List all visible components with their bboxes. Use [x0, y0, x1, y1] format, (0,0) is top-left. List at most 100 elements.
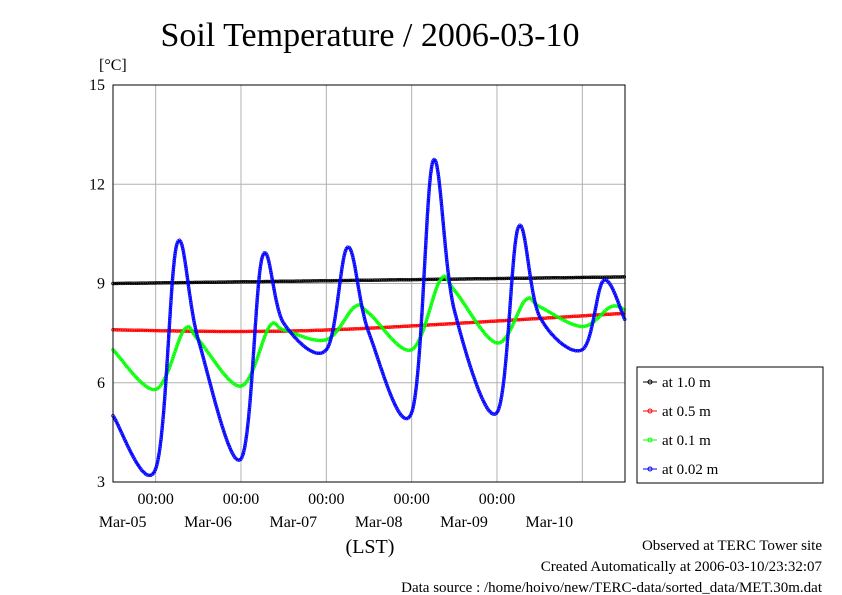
- data-point: [209, 387, 214, 391]
- data-point: [337, 287, 341, 292]
- data-point: [474, 382, 479, 387]
- data-point: [509, 285, 514, 290]
- data-point: [444, 250, 448, 255]
- data-point: [158, 445, 162, 449]
- data-point: [257, 270, 262, 274]
- data-point: [221, 427, 225, 431]
- data-point: [503, 369, 507, 373]
- data-point: [156, 457, 160, 462]
- data-point: [281, 327, 286, 332]
- data-point: [122, 328, 126, 332]
- data-point: [172, 258, 176, 263]
- data-point: [428, 175, 433, 179]
- data-point: [254, 317, 258, 321]
- data-point: [170, 280, 175, 285]
- data-point: [436, 171, 440, 175]
- data-point: [597, 290, 601, 295]
- data-point: [153, 468, 158, 472]
- data-point: [341, 257, 346, 261]
- data-point: [206, 374, 211, 379]
- data-point: [120, 328, 124, 332]
- data-point: [187, 289, 192, 294]
- data-point: [200, 351, 204, 356]
- data-point: [327, 341, 332, 345]
- data-point: [357, 289, 361, 294]
- data-point: [334, 305, 339, 310]
- data-point: [154, 281, 159, 285]
- data-point: [530, 285, 534, 289]
- data-point: [271, 285, 276, 289]
- data-point: [427, 189, 431, 194]
- data-point: [253, 328, 257, 332]
- data-point: [165, 365, 169, 370]
- data-point: [170, 287, 174, 292]
- series-at-0-02-m: [111, 157, 627, 478]
- data-point: [333, 316, 337, 320]
- data-point: [307, 328, 311, 333]
- data-point: [332, 278, 336, 283]
- data-point: [423, 243, 428, 248]
- data-point: [366, 330, 371, 334]
- data-point: [308, 279, 313, 283]
- data-point: [450, 300, 455, 305]
- data-point: [413, 390, 418, 394]
- data-point: [423, 245, 428, 250]
- data-point: [216, 280, 220, 284]
- data-point: [403, 277, 407, 282]
- data-point: [170, 275, 175, 279]
- data-point: [114, 281, 119, 286]
- data-point: [461, 277, 465, 281]
- data-point: [174, 280, 179, 285]
- data-point: [368, 278, 373, 282]
- data-point: [410, 277, 414, 282]
- data-point: [298, 329, 302, 333]
- data-point: [460, 339, 465, 344]
- data-point: [168, 305, 173, 310]
- data-point: [244, 434, 249, 439]
- data-point: [349, 248, 353, 253]
- data-point: [416, 359, 421, 364]
- data-point: [341, 327, 345, 332]
- data-point: [299, 329, 304, 333]
- data-point: [546, 316, 550, 320]
- data-point: [422, 276, 426, 281]
- data-point: [412, 324, 416, 328]
- data-point: [509, 284, 514, 288]
- data-point: [507, 309, 512, 313]
- data-point: [423, 258, 427, 262]
- data-point: [504, 350, 509, 355]
- data-point: [449, 290, 453, 294]
- data-point: [166, 349, 170, 353]
- data-point: [382, 374, 386, 379]
- data-point: [592, 315, 596, 320]
- data-point: [160, 427, 164, 431]
- data-point: [438, 194, 443, 199]
- data-point: [489, 319, 494, 324]
- data-point: [164, 380, 168, 384]
- x-tick-time-label: 00:00: [223, 491, 259, 508]
- data-point: [503, 363, 508, 368]
- data-point: [193, 325, 198, 330]
- data-point: [203, 329, 208, 334]
- data-point: [458, 330, 463, 335]
- data-point: [429, 164, 434, 168]
- data-point: [394, 325, 398, 329]
- data-point: [374, 278, 378, 282]
- data-point: [517, 317, 521, 322]
- data-point: [253, 322, 258, 327]
- data-point: [181, 248, 185, 253]
- data-point: [371, 343, 376, 348]
- data-point: [125, 281, 130, 286]
- data-point: [512, 319, 517, 324]
- data-point: [524, 245, 528, 250]
- data-point: [187, 291, 192, 296]
- data-point: [508, 294, 513, 299]
- data-point: [617, 302, 621, 306]
- data-point: [229, 280, 233, 284]
- data-point: [378, 362, 382, 367]
- data-point: [245, 427, 250, 432]
- data-point: [375, 278, 380, 282]
- data-point: [194, 330, 199, 335]
- data-point: [193, 323, 197, 328]
